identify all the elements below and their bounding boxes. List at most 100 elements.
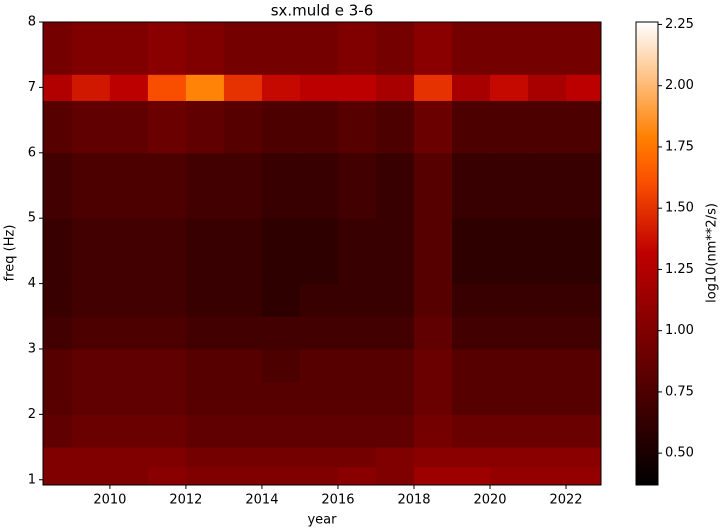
heatmap-cell <box>43 447 73 468</box>
heatmap-cell <box>43 100 73 154</box>
heatmap-cell <box>299 283 339 317</box>
heatmap-cell <box>109 152 149 219</box>
heatmap-cell <box>261 466 301 486</box>
heatmap-cell <box>299 348 339 383</box>
heatmap-cell <box>223 22 263 75</box>
heatmap-cell <box>451 22 491 75</box>
y-axis-label: freq (Hz) <box>3 225 18 282</box>
heatmap-cell <box>299 316 339 350</box>
x-tick-label: 2014 <box>245 493 278 508</box>
heatmap-cell <box>375 316 415 350</box>
heatmap-cell <box>147 447 187 468</box>
y-tick-label: 4 <box>28 276 36 291</box>
heatmap-cell <box>375 218 415 285</box>
heatmap-cell <box>375 466 415 486</box>
heatmap-cell <box>71 348 111 383</box>
heatmap-cell <box>566 316 602 350</box>
heatmap-cell <box>109 100 149 154</box>
heatmap-cell <box>71 74 111 101</box>
heatmap-cell <box>261 283 301 317</box>
heatmap-cell <box>147 100 187 154</box>
heatmap-cell <box>528 218 567 285</box>
colorbar-tick-label: 2.25 <box>665 17 694 32</box>
heatmap-cell <box>147 316 187 350</box>
heatmap-cell <box>566 348 602 383</box>
heatmap-cell <box>413 466 453 486</box>
heatmap-cell <box>185 447 225 468</box>
heatmap-cell <box>109 466 149 486</box>
heatmap-cell <box>109 218 149 285</box>
heatmap-cell <box>147 348 187 383</box>
heatmap-cell <box>223 348 263 383</box>
heatmap-cell <box>71 152 111 219</box>
heatmap-cell <box>223 74 263 101</box>
colorbar-tick-label: 2.00 <box>665 78 694 93</box>
heatmap-cell <box>375 22 415 75</box>
heatmap-cell <box>451 218 491 285</box>
heatmap-cell <box>223 218 263 285</box>
heatmap-cell <box>223 283 263 317</box>
heatmap-cell <box>147 466 187 486</box>
heatmap-cell <box>566 22 602 75</box>
heatmap-cell <box>223 466 263 486</box>
x-tick-label: 2016 <box>321 493 354 508</box>
heatmap-cell <box>223 381 263 415</box>
heatmap-cell <box>566 414 602 448</box>
heatmap-cell <box>147 381 187 415</box>
heatmap-cell <box>413 283 453 317</box>
heatmap-cell <box>566 447 602 468</box>
heatmap-cell <box>185 348 225 383</box>
heatmap-cell <box>337 414 377 448</box>
heatmap-cell <box>337 447 377 468</box>
heatmap-cell <box>490 316 529 350</box>
heatmap-cell <box>375 414 415 448</box>
heatmap-cell <box>71 218 111 285</box>
heatmap-cell <box>71 316 111 350</box>
heatmap-cell <box>566 381 602 415</box>
heatmap-cell <box>413 22 453 75</box>
heatmap-cell <box>185 466 225 486</box>
heatmap-cell <box>337 316 377 350</box>
y-tick-label: 8 <box>28 15 36 30</box>
heatmap-cell <box>109 22 149 75</box>
heatmap-cell <box>413 100 453 154</box>
heatmap-cell <box>413 152 453 219</box>
heatmap-cell <box>451 466 491 486</box>
heatmap-cell <box>451 381 491 415</box>
heatmap-cell <box>451 74 491 101</box>
y-tick-label: 7 <box>28 80 36 95</box>
heatmap-cell <box>528 316 567 350</box>
heatmap-cell <box>375 100 415 154</box>
heatmap-cell <box>261 447 301 468</box>
y-tick-label: 1 <box>28 472 36 487</box>
heatmap-cell <box>528 283 567 317</box>
heatmap-cell <box>71 283 111 317</box>
heatmap-cell <box>528 74 567 101</box>
y-tick-label: 2 <box>28 407 36 422</box>
heatmap-cell <box>147 74 187 101</box>
heatmap-cell <box>337 218 377 285</box>
heatmap-cell <box>451 283 491 317</box>
heatmap-cell <box>413 348 453 383</box>
heatmap-cell <box>566 466 602 486</box>
heatmap-cell <box>528 22 567 75</box>
heatmap-cell <box>299 100 339 154</box>
heatmap-cell <box>261 22 301 75</box>
heatmap-cell <box>299 152 339 219</box>
heatmap-cell <box>451 316 491 350</box>
colorbar <box>635 21 659 486</box>
heatmap-cell <box>490 152 529 219</box>
heatmap-cell <box>413 218 453 285</box>
heatmap-cell <box>413 316 453 350</box>
y-tick-label: 5 <box>28 211 36 226</box>
heatmap-cell <box>261 74 301 101</box>
heatmap-cell <box>261 152 301 219</box>
y-tick-label: 3 <box>28 341 36 356</box>
heatmap-cell <box>566 74 602 101</box>
heatmap-cell <box>375 447 415 468</box>
heatmap-cell <box>451 348 491 383</box>
heatmap-cell <box>490 283 529 317</box>
heatmap-cell <box>337 152 377 219</box>
heatmap-cell <box>528 152 567 219</box>
heatmap-cell <box>185 100 225 154</box>
